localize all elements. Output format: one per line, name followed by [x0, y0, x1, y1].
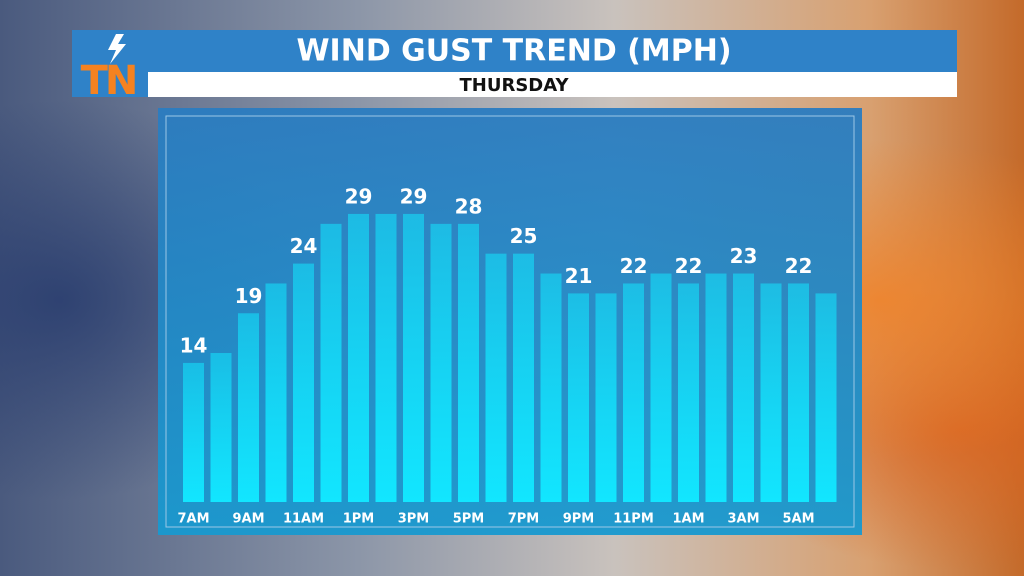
bar — [293, 263, 314, 502]
bar — [760, 283, 782, 502]
bar — [815, 293, 837, 502]
chart-panel — [158, 108, 862, 535]
bar — [678, 283, 699, 502]
x-tick-label: 3PM — [398, 512, 430, 527]
bar — [320, 223, 342, 502]
x-tick-label: 1PM — [343, 512, 375, 527]
logo-bolt — [108, 34, 126, 64]
data-label: 22 — [675, 254, 703, 278]
data-label: 29 — [345, 184, 373, 208]
bar — [485, 253, 507, 502]
bar — [238, 313, 259, 502]
bar — [265, 283, 287, 502]
chart-title: WIND GUST TREND (MPH) — [296, 34, 731, 69]
x-tick-label: 7AM — [177, 512, 209, 527]
bar — [348, 213, 369, 502]
data-label: 25 — [510, 224, 538, 248]
data-label: 24 — [290, 234, 318, 258]
bar — [183, 362, 204, 502]
bar — [705, 273, 727, 502]
x-tick-label: 11PM — [613, 512, 654, 527]
data-label: 22 — [785, 254, 813, 278]
x-tick-label: 3AM — [727, 512, 759, 527]
data-label: 22 — [620, 254, 648, 278]
x-tick-label: 9PM — [563, 512, 595, 527]
chart-subtitle: THURSDAY — [460, 75, 570, 96]
data-label: 19 — [235, 284, 263, 308]
data-label: 21 — [565, 264, 593, 288]
logo-box — [72, 30, 148, 97]
bar — [210, 353, 232, 502]
bar — [403, 213, 424, 502]
title-bar — [72, 30, 957, 72]
x-tick-label: 5PM — [453, 512, 485, 527]
data-label: 23 — [730, 244, 758, 268]
plot: 7AM 14 9AM 19 11AM 24 1PM 29 3PM 29 5PM 28 7PM 25 9PM 2… — [177, 184, 837, 527]
bar — [458, 223, 479, 502]
bar — [568, 293, 589, 502]
bar — [788, 283, 809, 502]
bar — [733, 273, 754, 502]
bar — [513, 253, 534, 502]
bar — [375, 213, 397, 502]
x-tick-label: 5AM — [782, 512, 814, 527]
bar — [540, 273, 562, 502]
x-tick-label: 7PM — [508, 512, 540, 527]
data-label: 28 — [455, 194, 483, 218]
logo: TN — [81, 58, 136, 104]
x-tick-label: 11AM — [283, 512, 324, 527]
bar — [623, 283, 644, 502]
data-label: 29 — [400, 184, 428, 208]
bar — [430, 223, 452, 502]
bar — [650, 273, 672, 502]
panel-border — [165, 115, 855, 528]
x-tick-label: 9AM — [232, 512, 264, 527]
data-label: 14 — [180, 333, 208, 357]
bar — [595, 293, 617, 502]
subtitle-bar — [148, 72, 957, 97]
x-tick-label: 1AM — [672, 512, 704, 527]
